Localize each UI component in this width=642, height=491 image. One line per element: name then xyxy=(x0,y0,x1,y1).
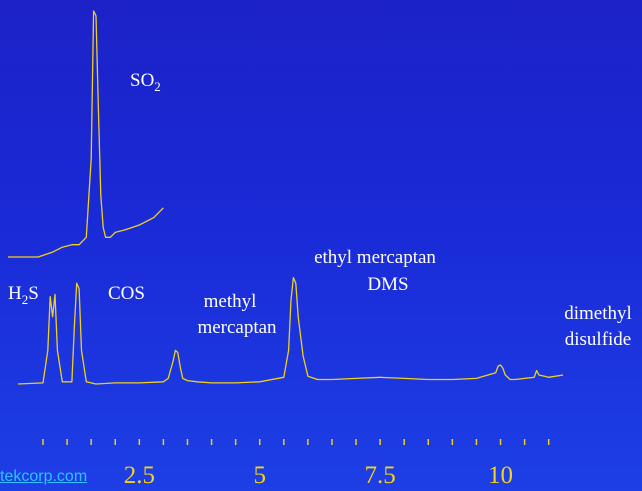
x-tick-label: 7.5 xyxy=(364,462,395,489)
label-ethyl-mercaptan: ethyl mercaptan xyxy=(314,247,436,268)
x-tick-label: 10 xyxy=(488,462,513,489)
trace-2 xyxy=(17,276,564,385)
chromatogram-traces xyxy=(8,10,564,385)
label-so2: SO2 xyxy=(130,70,161,94)
label-h2s: H2S xyxy=(8,283,39,307)
x-axis-tick-labels: 2.5 5 7.5 10 xyxy=(124,462,513,489)
watermark-link[interactable]: tekcorp.com xyxy=(0,468,88,485)
label-dms: DMS xyxy=(367,274,408,295)
x-tick-label: 2.5 xyxy=(124,462,155,489)
label-dimethyl-disulfide-1: dimethyl xyxy=(564,303,632,324)
label-methyl-mercaptan-1: methyl xyxy=(204,291,257,312)
label-dimethyl-disulfide-2: disulfide xyxy=(565,329,632,350)
x-tick-label: 5 xyxy=(253,462,266,489)
x-axis-ticks xyxy=(42,439,550,445)
peak-labels: SO2 H2S COS methyl mercaptan ethyl merca… xyxy=(8,70,632,350)
trace-1 xyxy=(8,10,164,258)
label-cos: COS xyxy=(108,283,145,304)
label-methyl-mercaptan-2: mercaptan xyxy=(197,317,277,338)
